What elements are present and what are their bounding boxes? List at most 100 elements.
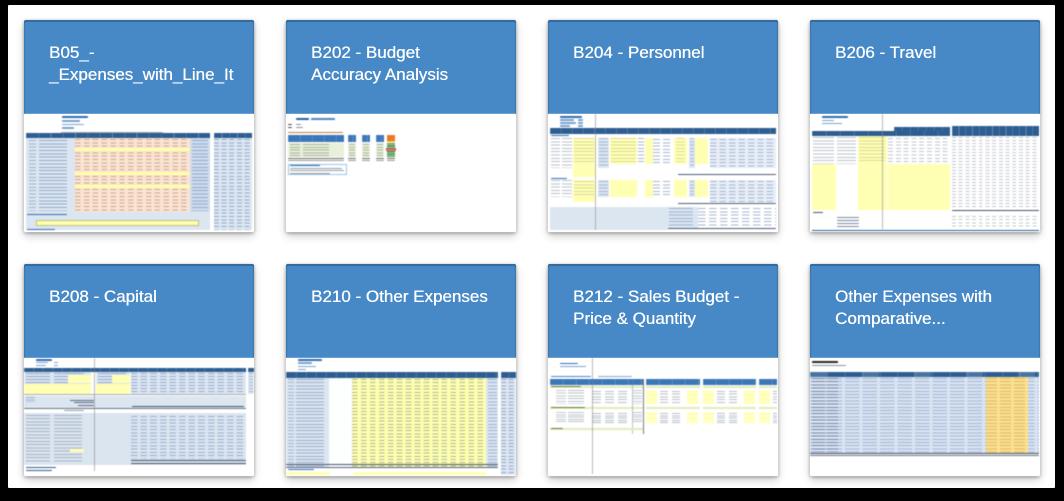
pv-block: [36, 220, 199, 226]
pv-rows: [646, 411, 657, 423]
pv-rows: [574, 138, 594, 164]
pv-pagebreak-line: [595, 114, 596, 230]
pv-text-line: [310, 118, 335, 120]
template-card-b05-expenses-with-line-items[interactable]: B05_- _Expenses_with_Line_It: [24, 20, 254, 232]
pv-rows: [192, 139, 208, 211]
pv-block: [703, 406, 756, 410]
pv-text-line: [551, 135, 569, 137]
pv-block: [24, 383, 91, 394]
pv-text-line: [837, 222, 859, 224]
card-header: B210 - Other Expenses: [286, 264, 516, 358]
pv-text-line: [286, 466, 498, 468]
pv-block: [812, 163, 836, 210]
pv-grid: [710, 180, 776, 202]
pv-header-band: [703, 379, 756, 386]
template-card-b202-budget-accuracy-analysis[interactable]: B202 - Budget Accuracy Analysis: [286, 20, 516, 232]
template-card-b208-capital[interactable]: B208 - Capital: [24, 264, 254, 476]
pv-block: [361, 142, 370, 157]
pv-block: [598, 137, 609, 168]
card-title: B202 - Budget Accuracy Analysis: [311, 43, 448, 84]
pv-text-line: [289, 170, 344, 172]
pv-block: [70, 449, 84, 452]
pv-grid: [592, 390, 631, 404]
pv-text-line: [822, 116, 848, 118]
pv-text-line: [551, 386, 581, 388]
pv-header-band: [214, 133, 252, 138]
pv-grid: [660, 411, 684, 423]
card-title: B208 - Capital: [49, 287, 157, 306]
pv-text-line: [36, 359, 52, 361]
template-card-b210-other-expenses[interactable]: B210 - Other Expenses: [286, 264, 516, 476]
spreadsheet-preview: [24, 114, 254, 232]
pv-rows: [54, 414, 82, 462]
spreadsheet-preview: [548, 358, 778, 476]
pv-grid: [131, 372, 246, 394]
pv-rows: [568, 411, 584, 423]
pv-rows: [599, 180, 608, 197]
pv-text-line: [952, 209, 1039, 211]
pv-rows: [39, 139, 67, 211]
template-card-other-expenses-with-comparative[interactable]: Other Expenses with Comparative...: [810, 264, 1040, 476]
pv-text-line: [812, 365, 846, 367]
pv-rows: [638, 138, 644, 164]
pv-text-line: [24, 408, 246, 409]
pv-text-line: [375, 160, 384, 161]
pv-text-line: [64, 410, 84, 412]
template-card-b212-sales-budget-price-quantity[interactable]: B212 - Sales Budget - Price & Quantity: [548, 264, 778, 476]
pv-grid: [501, 377, 516, 475]
pv-text-line: [560, 362, 578, 365]
pv-text-line: [298, 362, 312, 364]
pv-rows: [290, 143, 300, 156]
pv-text-line: [837, 226, 859, 228]
pv-block: [759, 406, 777, 410]
pv-text-line: [560, 122, 576, 124]
pv-rows: [296, 378, 324, 467]
pv-text-line: [289, 173, 330, 174]
template-card-b206-travel[interactable]: B206 - Travel: [810, 20, 1040, 232]
pv-header-band: [361, 135, 370, 142]
pv-text-line: [361, 157, 370, 159]
pv-block: [888, 163, 950, 210]
card-header: B05_- _Expenses_with_Line_It: [24, 20, 254, 114]
pv-grid: [214, 138, 252, 230]
pv-block: [695, 180, 708, 197]
pv-grid: [352, 377, 486, 467]
pv-header-band: [248, 367, 254, 372]
pv-rows: [703, 390, 714, 404]
pv-text-line: [289, 167, 342, 169]
pv-rows: [669, 208, 693, 227]
pv-pagebreak-line: [94, 358, 95, 471]
pv-text-line: [296, 123, 301, 125]
pv-header-band: [810, 372, 1039, 377]
card-header: B204 - Personnel: [548, 20, 778, 114]
pv-rows: [690, 138, 694, 167]
pv-block: [112, 374, 130, 384]
pv-block: [347, 142, 356, 157]
pv-rows: [562, 180, 572, 197]
pv-pagebreak-line: [592, 358, 593, 474]
pv-block: [386, 141, 395, 142]
pv-rows: [759, 390, 770, 404]
pv-rows: [562, 137, 572, 168]
pv-grid: [773, 411, 777, 423]
pv-text-line: [347, 160, 356, 161]
pv-block: [674, 137, 687, 164]
pv-block: [812, 229, 1039, 231]
pv-rows: [837, 136, 856, 164]
pv-block: [75, 185, 190, 189]
pv-block: [486, 377, 498, 467]
pv-block: [75, 172, 190, 176]
pv-block: [286, 377, 329, 467]
template-card-b204-personnel[interactable]: B204 - Personnel: [548, 20, 778, 232]
pv-header-band: [288, 135, 344, 142]
pv-text-line: [62, 123, 84, 125]
pv-text-line: [62, 116, 88, 118]
pv-block: [96, 383, 130, 394]
pv-header-band: [894, 127, 950, 131]
pv-block: [288, 142, 344, 157]
pv-text-line: [560, 116, 582, 118]
pv-text-line: [822, 123, 842, 125]
pv-rows: [633, 411, 642, 423]
pv-block: [573, 137, 595, 177]
pv-block: [550, 207, 668, 230]
